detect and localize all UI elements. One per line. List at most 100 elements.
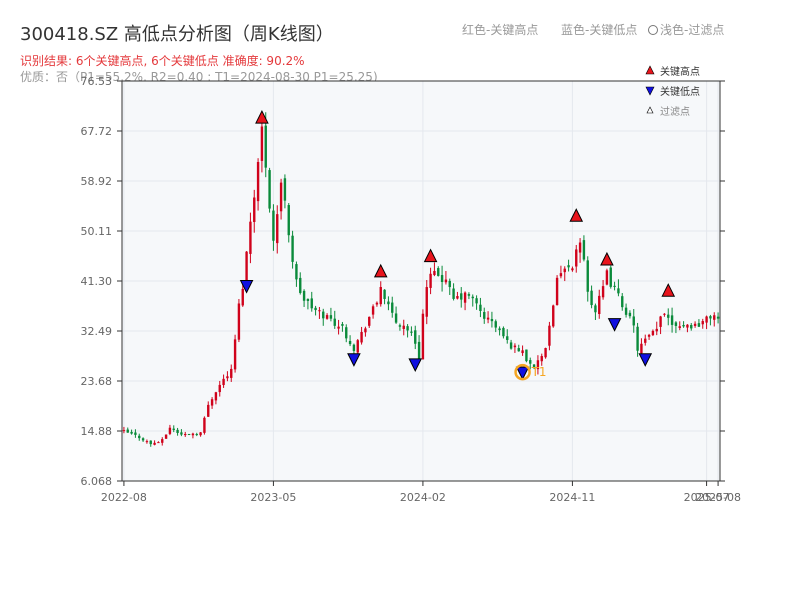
legend-light-filtered-label: 浅色-过滤点: [660, 23, 725, 37]
candle-body: [517, 348, 520, 352]
key-high-legend-icon: [645, 65, 655, 75]
candle-body: [548, 325, 551, 346]
key-low-marker: [515, 366, 530, 381]
candle-body: [329, 315, 333, 319]
candle-body: [375, 302, 379, 305]
candle-body: [345, 327, 348, 339]
chart-legend: 关键高点 关键低点 过滤点: [645, 65, 700, 118]
filtered-legend-label: 过滤点: [660, 105, 690, 118]
candle-body: [318, 310, 321, 312]
legend-light-filtered: 浅色-过滤点: [648, 21, 724, 38]
candle-body: [621, 296, 624, 308]
candle-body: [433, 270, 436, 276]
candle-body: [429, 273, 432, 288]
candle-body: [483, 312, 486, 319]
candle-body: [283, 178, 287, 201]
candle-body: [348, 340, 352, 345]
candle-body: [126, 429, 129, 433]
candle-body: [425, 287, 428, 317]
candle-body: [651, 330, 655, 336]
candles: [122, 112, 720, 447]
candle-body: [609, 267, 612, 287]
candle-body: [594, 305, 597, 313]
candle-body: [406, 326, 409, 331]
candle-body: [322, 311, 325, 319]
candle-body: [555, 277, 559, 306]
x-tick-label: 2024-02: [400, 491, 446, 504]
candle-body: [552, 305, 555, 327]
candle-body: [513, 345, 517, 348]
candle-body: [268, 170, 271, 209]
candle-body: [287, 205, 290, 236]
candle-body: [214, 392, 218, 401]
candle-body: [448, 280, 451, 288]
y-tick-label: 32.49: [81, 325, 113, 338]
x-tick-label: 2024-11: [549, 491, 595, 504]
candle-body: [145, 441, 149, 443]
candle-body: [575, 249, 578, 267]
candle-body: [164, 434, 168, 439]
candle-body: [624, 307, 628, 315]
y-tick-label: 41.30: [81, 275, 113, 288]
candle-body: [341, 324, 344, 326]
candle-body: [463, 292, 467, 303]
candle-body: [414, 330, 417, 344]
candle-body: [452, 288, 455, 299]
candle-body: [563, 268, 566, 273]
legend-red-key-high: 红色-关键高点: [462, 23, 539, 37]
candle-body: [628, 312, 632, 317]
candle-body: [279, 182, 283, 212]
candle-body: [509, 342, 513, 349]
candle-body: [544, 348, 547, 358]
candle-body: [437, 268, 440, 276]
key-low-legend-icon: [645, 86, 655, 96]
key-high-marker: [423, 248, 438, 263]
candle-body: [467, 294, 471, 296]
candle-body: [314, 307, 317, 311]
candle-body: [149, 440, 152, 445]
candle-body: [690, 325, 693, 329]
candle-body: [141, 438, 145, 441]
axes: 6.068 14.88 23.68 32.49 41.30 50.11 58.92 67.72…: [81, 75, 742, 504]
y-tick-label: 67.72: [81, 125, 113, 138]
key-high-marker: [661, 283, 676, 297]
candle-body: [295, 264, 298, 280]
candle-body: [460, 293, 463, 300]
candle-body: [210, 399, 214, 406]
candle-body: [582, 240, 586, 260]
candle-body: [264, 125, 267, 168]
candle-body: [184, 433, 187, 436]
candle-body: [578, 242, 582, 253]
candle-body: [391, 302, 394, 313]
candle-body: [337, 326, 340, 329]
candle-body: [647, 334, 651, 337]
candle-body: [674, 322, 678, 326]
candle-body: [559, 273, 563, 277]
candle-body: [249, 221, 252, 254]
candle-body: [529, 360, 532, 364]
candle-body: [130, 431, 133, 434]
candle-body: [567, 265, 570, 268]
chart-title: 300418.SZ 高低点分析图（周K线图）: [20, 24, 334, 45]
candle-body: [636, 326, 639, 351]
key-low-marker: [239, 280, 254, 294]
candle-body: [525, 349, 528, 362]
candle-body: [291, 235, 294, 262]
candle-body: [456, 296, 459, 299]
y-tick-label: 23.68: [81, 375, 113, 388]
candle-body: [302, 290, 306, 301]
candle-body: [640, 343, 643, 354]
candle-body: [494, 321, 497, 328]
candle-body: [172, 428, 175, 430]
candle-body: [199, 432, 202, 436]
key-high-legend-label: 关键高点: [660, 65, 700, 78]
candle-body: [536, 360, 540, 370]
candle-body: [352, 344, 356, 351]
y-tick-label: 76.53: [81, 75, 113, 88]
candle-body: [260, 126, 264, 161]
candle-body: [709, 316, 712, 319]
key-high-marker: [600, 251, 614, 266]
candle-body: [333, 318, 336, 326]
candle-body: [693, 323, 697, 326]
